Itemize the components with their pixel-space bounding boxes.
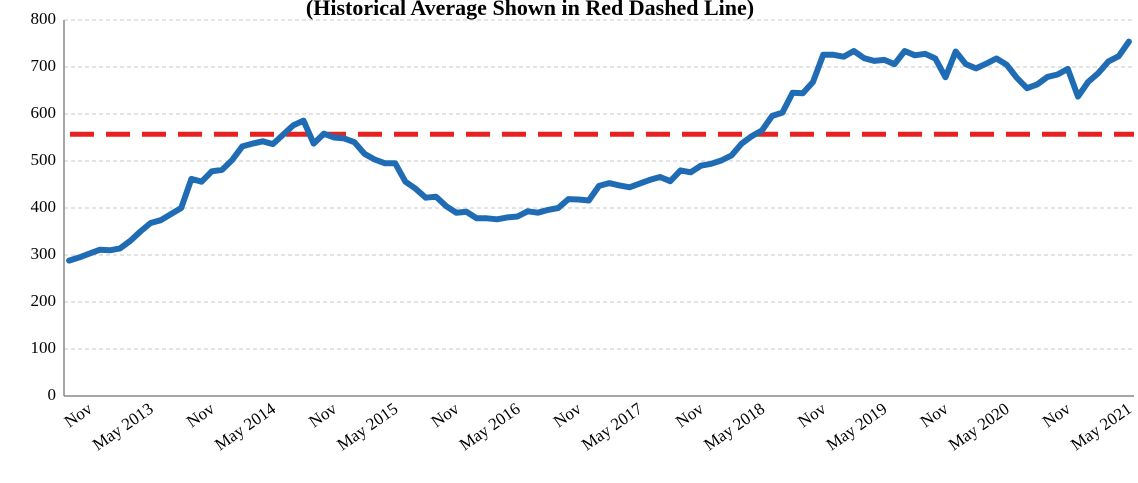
x-tick-label: May 2021: [1067, 399, 1135, 454]
y-tick-label: 100: [31, 338, 57, 357]
x-tick-label: Nov: [183, 399, 218, 432]
y-tick-label: 400: [31, 197, 57, 216]
x-tick-label: Nov: [794, 399, 829, 432]
x-tick-label: Nov: [428, 399, 463, 432]
x-tick-label: May 2017: [578, 399, 646, 455]
x-tick-label: May 2018: [700, 399, 768, 454]
y-tick-label: 800: [31, 9, 57, 28]
y-tick-label: 700: [31, 56, 57, 75]
y-tick-label: 200: [31, 291, 57, 310]
x-tick-label: Nov: [917, 399, 952, 432]
x-tick-label: May 2019: [823, 399, 891, 454]
x-tick-label: Nov: [550, 399, 585, 432]
chart-title: (Historical Average Shown in Red Dashed …: [306, 0, 754, 20]
y-tick-label: 300: [31, 244, 57, 263]
x-tick-label: May 2014: [211, 399, 279, 455]
x-tick-label: May 2013: [89, 399, 157, 454]
y-tick-label: 0: [48, 385, 57, 404]
x-tick-label: May 2015: [334, 399, 402, 454]
x-tick-label: Nov: [305, 399, 340, 432]
x-tick-label: Nov: [1039, 399, 1074, 432]
y-tick-label: 500: [31, 150, 57, 169]
data-line: [66, 38, 1132, 264]
x-tick-label: May 2016: [456, 399, 524, 454]
x-tick-label: Nov: [61, 399, 96, 432]
y-tick-label: 600: [31, 103, 57, 122]
x-tick-label: Nov: [672, 399, 707, 432]
x-tick-label: May 2020: [945, 399, 1013, 454]
